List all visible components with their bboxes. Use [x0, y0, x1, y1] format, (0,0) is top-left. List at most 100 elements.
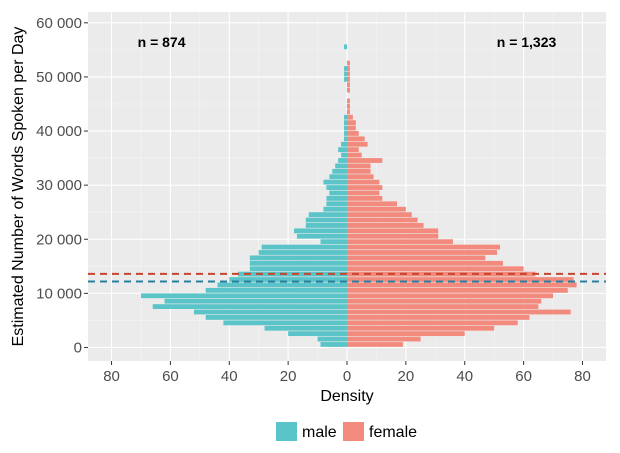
- bar-female: [347, 71, 350, 77]
- legend-label-male: male: [302, 424, 337, 441]
- bar-male: [205, 315, 347, 320]
- bar-female: [347, 174, 374, 180]
- bar-female: [347, 206, 406, 212]
- x-tick-label: 80: [103, 368, 120, 385]
- bar-male: [264, 325, 347, 331]
- bar-female: [347, 250, 498, 255]
- bar-female: [347, 179, 380, 185]
- bar-female: [347, 125, 356, 131]
- bar-female: [347, 212, 412, 218]
- bar-female: [347, 277, 574, 282]
- bar-female: [347, 320, 518, 326]
- bar-male: [258, 250, 347, 255]
- bar-male: [261, 244, 347, 250]
- bar-female: [347, 131, 359, 136]
- bar-male: [338, 158, 347, 163]
- legend-key-male: [276, 422, 297, 441]
- bar-male: [217, 282, 347, 288]
- bar-male: [326, 195, 347, 201]
- bar-female: [347, 266, 524, 272]
- bar-male: [152, 304, 347, 309]
- bar-female: [347, 244, 501, 250]
- bar-female: [347, 152, 362, 158]
- bar-female: [347, 98, 350, 104]
- x-tick-label: 20: [280, 368, 297, 385]
- x-tick-label: 60: [515, 368, 532, 385]
- x-tick-label: 80: [574, 368, 591, 385]
- bar-male: [344, 71, 347, 77]
- bar-female: [347, 195, 383, 201]
- bar-male: [223, 320, 347, 326]
- bar-female: [347, 109, 350, 115]
- bar-female: [347, 60, 350, 66]
- bar-female: [347, 136, 365, 142]
- bar-male: [344, 131, 347, 136]
- bar-female: [347, 228, 439, 234]
- bar-female: [347, 158, 383, 163]
- x-tick-label: 60: [162, 368, 179, 385]
- x-tick-label: 20: [398, 368, 415, 385]
- legend-key-female: [343, 422, 364, 441]
- bar-female: [347, 223, 424, 228]
- bar-female: [347, 233, 439, 239]
- bar-male: [323, 179, 347, 185]
- bar-male: [344, 114, 347, 120]
- bar-male: [320, 239, 347, 245]
- bar-male: [205, 287, 347, 293]
- y-tick-label: 10 000: [36, 285, 82, 302]
- x-tick-label: 40: [456, 368, 473, 385]
- bar-female: [347, 201, 398, 207]
- bar-male: [296, 233, 347, 239]
- bar-female: [347, 103, 350, 109]
- bar-male: [341, 141, 347, 147]
- bar-female: [347, 120, 356, 126]
- bar-male: [329, 190, 347, 196]
- bar-female: [347, 185, 383, 190]
- bar-female: [347, 141, 368, 147]
- bar-male: [305, 223, 347, 228]
- bar-female: [347, 76, 350, 82]
- bar-male: [308, 212, 347, 218]
- y-tick-label: 20 000: [36, 231, 82, 248]
- bar-male: [294, 228, 347, 234]
- bar-female: [347, 315, 530, 320]
- bar-female: [347, 190, 380, 196]
- bar-male: [332, 168, 347, 174]
- bar-female: [347, 66, 350, 71]
- y-axis-title: Estimated Number of Words Spoken per Day: [10, 27, 27, 347]
- bar-female: [347, 168, 371, 174]
- bar-female: [347, 239, 453, 245]
- bar-female: [347, 298, 542, 304]
- bar-female: [347, 287, 568, 293]
- x-tick-label: 40: [221, 368, 238, 385]
- bar-male: [317, 336, 347, 342]
- bar-female: [347, 147, 359, 153]
- y-tick-label: 30 000: [36, 177, 82, 194]
- bar-female: [347, 82, 350, 88]
- bar-female: [347, 304, 539, 309]
- bars-layer: [140, 44, 577, 347]
- bar-male: [164, 298, 347, 304]
- bar-female: [347, 342, 403, 347]
- bar-male: [326, 185, 347, 190]
- bar-female: [347, 336, 421, 342]
- bar-female: [347, 260, 503, 266]
- legend-label-female: female: [369, 424, 417, 441]
- bar-male: [344, 66, 347, 71]
- bar-male: [288, 331, 347, 337]
- bar-male: [305, 217, 347, 223]
- bar-male: [338, 147, 347, 153]
- bar-male: [344, 44, 347, 50]
- y-tick-labels: 0 10 000 20 000 30 000 40 000 50 000 60 000: [36, 15, 88, 356]
- bar-male: [344, 136, 347, 142]
- bar-female: [347, 331, 465, 337]
- x-axis-title: Density: [320, 388, 373, 405]
- bar-male: [249, 260, 347, 266]
- bar-male: [341, 152, 347, 158]
- bar-male: [344, 125, 347, 131]
- bar-male: [344, 120, 347, 126]
- bar-male: [140, 293, 347, 299]
- bar-male: [344, 76, 347, 82]
- y-tick-label: 40 000: [36, 123, 82, 140]
